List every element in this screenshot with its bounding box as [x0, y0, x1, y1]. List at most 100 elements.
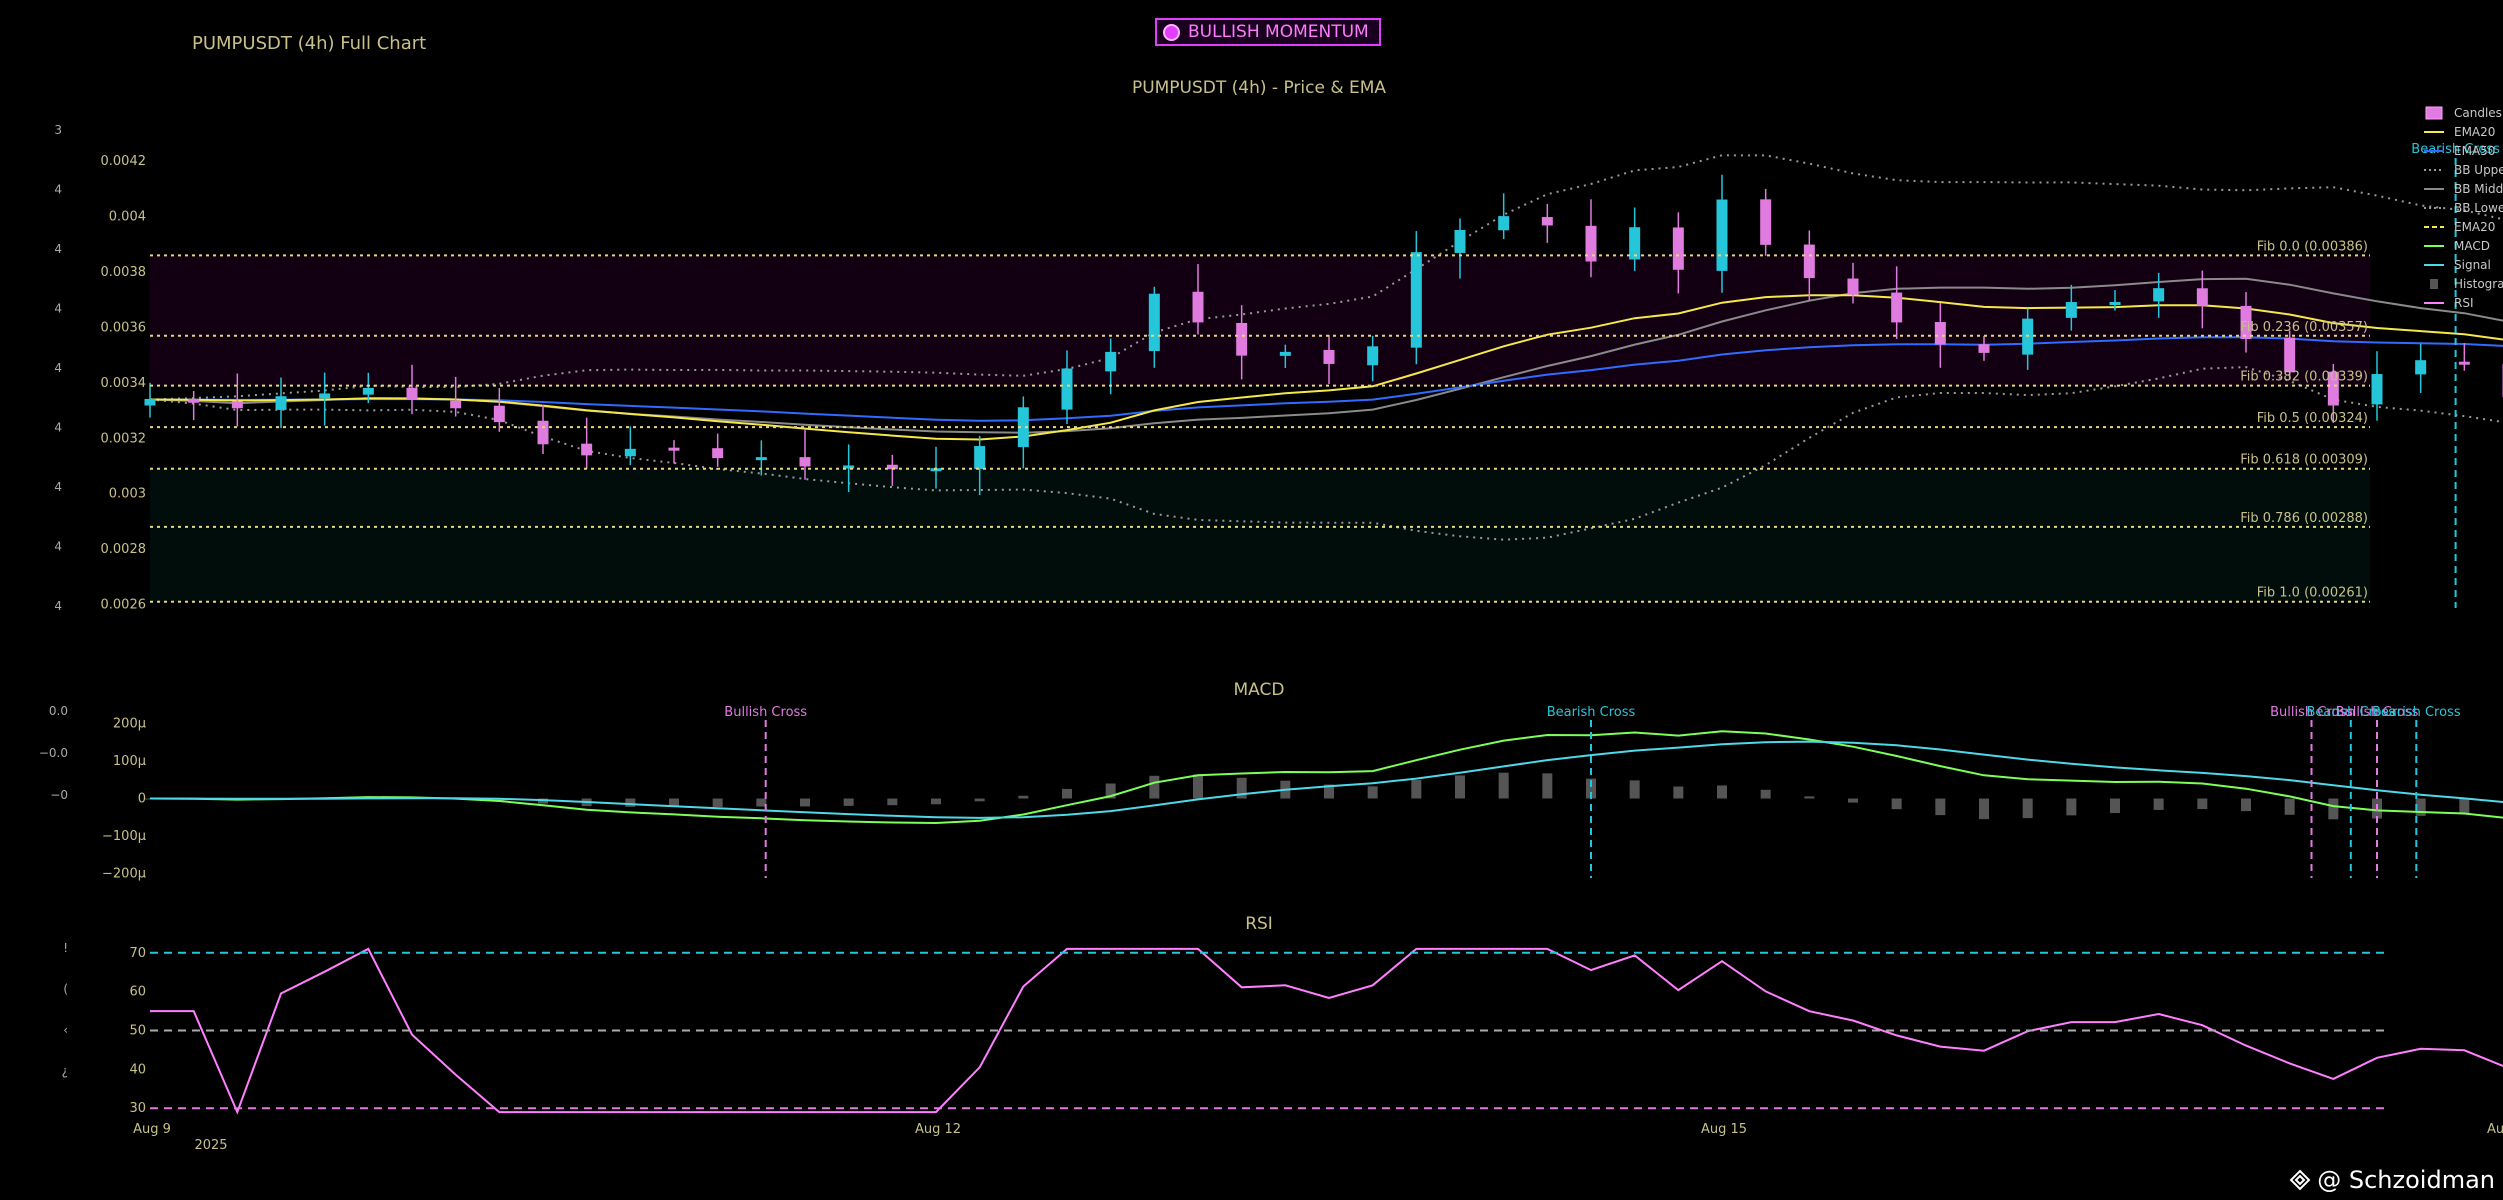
signal-line: [149, 740, 2503, 819]
histogram-bar: [669, 798, 679, 807]
histogram-bar: [2415, 798, 2426, 816]
macd-line: [149, 730, 2503, 825]
candle-body: [2284, 337, 2296, 373]
histogram-bar: [1673, 786, 1684, 799]
price-y-tick: 0.0026: [101, 597, 147, 612]
candle-body: [1061, 368, 1073, 410]
legend-label: RSI: [2454, 296, 2474, 310]
candle-body: [1279, 351, 1291, 356]
fib-label: Fib 0.382 (0.00339): [2240, 370, 2368, 385]
histogram-bar: [2066, 798, 2077, 816]
left-axis-tick: 4: [54, 421, 62, 435]
candle-body: [1672, 227, 1684, 270]
price-y-tick: 0.0032: [101, 431, 147, 446]
diamond-logo-icon: [2289, 1169, 2311, 1191]
histogram-bar: [931, 798, 941, 805]
x-tick-label: Aug 12: [915, 1122, 961, 1137]
histogram-bar: [1367, 786, 1378, 799]
histogram-bar: [1193, 774, 1203, 799]
macd-cross-label: Bullish Cross: [724, 705, 807, 720]
x-tick-label: Aug 18: [2487, 1122, 2503, 1137]
histogram-bar: [1760, 789, 1771, 799]
full-chart-title: PUMPUSDT (4h) Full Chart: [192, 33, 426, 54]
price-y-tick: 0.003: [109, 487, 146, 502]
histogram-bar: [1542, 773, 1553, 799]
x-tick-label: Aug 15: [1701, 1122, 1747, 1137]
fib-bands: [150, 255, 2370, 602]
watermark: @ Schzoidman: [2289, 1166, 2495, 1194]
candle-body: [319, 393, 331, 399]
left-axis-tick: 3: [54, 123, 62, 137]
histogram-bar: [1979, 798, 1989, 820]
histogram-bar: [2110, 798, 2120, 814]
macd-panel-title: MACD: [1234, 680, 1285, 700]
fib-label: Fib 0.618 (0.00309): [2240, 453, 2368, 468]
histogram-bar: [2241, 798, 2251, 812]
macd-cross-label: Bullish Cross: [2270, 705, 2353, 720]
left-axis-tick: 0.0: [49, 704, 68, 718]
macd-y-tick: 100μ: [113, 754, 146, 769]
candle-body: [668, 447, 680, 451]
price-y-tick: 0.0038: [101, 265, 147, 280]
histogram-bar: [1891, 798, 1902, 810]
candle-body: [974, 446, 986, 469]
histogram-bar: [1586, 778, 1596, 799]
fib-label: Fib 0.236 (0.00357): [2240, 320, 2368, 335]
price-panel-title: PUMPUSDT (4h) - Price & EMA: [1132, 78, 1386, 98]
candle-body: [1978, 344, 1990, 353]
left-axis-tick: 4: [54, 302, 62, 316]
histogram-bar: [1717, 785, 1727, 799]
candle-body: [188, 399, 200, 403]
legend-label: BB Midd: [2454, 182, 2503, 196]
price-y-tick: 0.004: [109, 210, 146, 225]
rsi-y-tick: 60: [129, 985, 146, 1000]
macd-y-tick: −200μ: [102, 867, 146, 882]
left-axis-tick: 4: [54, 183, 62, 197]
candle-body: [1192, 291, 1204, 323]
rsi-y-tick: 70: [129, 946, 146, 961]
histogram-bar: [712, 798, 723, 807]
candle-body: [144, 398, 156, 406]
rsi-y-tick: 40: [129, 1062, 146, 1077]
left-axis-tick: −0: [50, 788, 68, 802]
macd-y-tick: −100μ: [102, 829, 146, 844]
x-year-label: 2025: [194, 1138, 227, 1153]
legend-label: EMA50: [2454, 144, 2495, 158]
candle-body: [1367, 346, 1379, 366]
histogram-bar: [1149, 775, 1160, 799]
histogram-bar: [1935, 798, 1946, 816]
histogram-bar: [2197, 798, 2208, 810]
histogram-bar: [800, 798, 810, 807]
histogram-bar: [974, 798, 985, 802]
histogram-bar: [2328, 798, 2339, 820]
candle-body: [581, 443, 593, 456]
histogram-bar: [625, 798, 636, 807]
axes: 0.00260.00280.0030.00320.00340.00360.003…: [39, 123, 2503, 1137]
histogram-bar: [1062, 788, 1072, 799]
candle-body: [843, 465, 855, 469]
histogram-bar: [1455, 775, 1465, 799]
candle-body: [1105, 351, 1117, 372]
legend-label: BB Lowe: [2454, 201, 2503, 215]
bb-middle-line: [149, 277, 2503, 434]
candle-body: [712, 448, 724, 459]
legend-label: Candles: [2454, 106, 2502, 120]
candle-body: [1148, 293, 1160, 352]
ema20-line: [149, 294, 2503, 441]
histogram-bar: [1324, 784, 1334, 799]
candles: [144, 174, 2503, 496]
histogram-bar: [2022, 798, 2033, 819]
macd-cross-label: Bullish Cross: [2336, 705, 2419, 720]
candle-body: [2415, 360, 2427, 375]
fib-label: Fib 0.786 (0.00288): [2240, 511, 2368, 526]
candle-body: [2109, 302, 2121, 306]
fib-zone-upper: [150, 255, 2370, 386]
rsi-y-tick: 30: [129, 1101, 146, 1116]
candle-body: [1454, 229, 1466, 253]
candle-body: [1323, 349, 1335, 364]
x-tick-label: Aug 9: [133, 1122, 171, 1137]
legend-label: BB Uppe: [2454, 163, 2503, 177]
legend: Candles EMA20 EMA50 BB Uppe BB Midd BB Lowe EM…: [2424, 106, 2503, 310]
macd-y-tick: 0: [138, 792, 146, 807]
candle-body: [1585, 225, 1597, 262]
